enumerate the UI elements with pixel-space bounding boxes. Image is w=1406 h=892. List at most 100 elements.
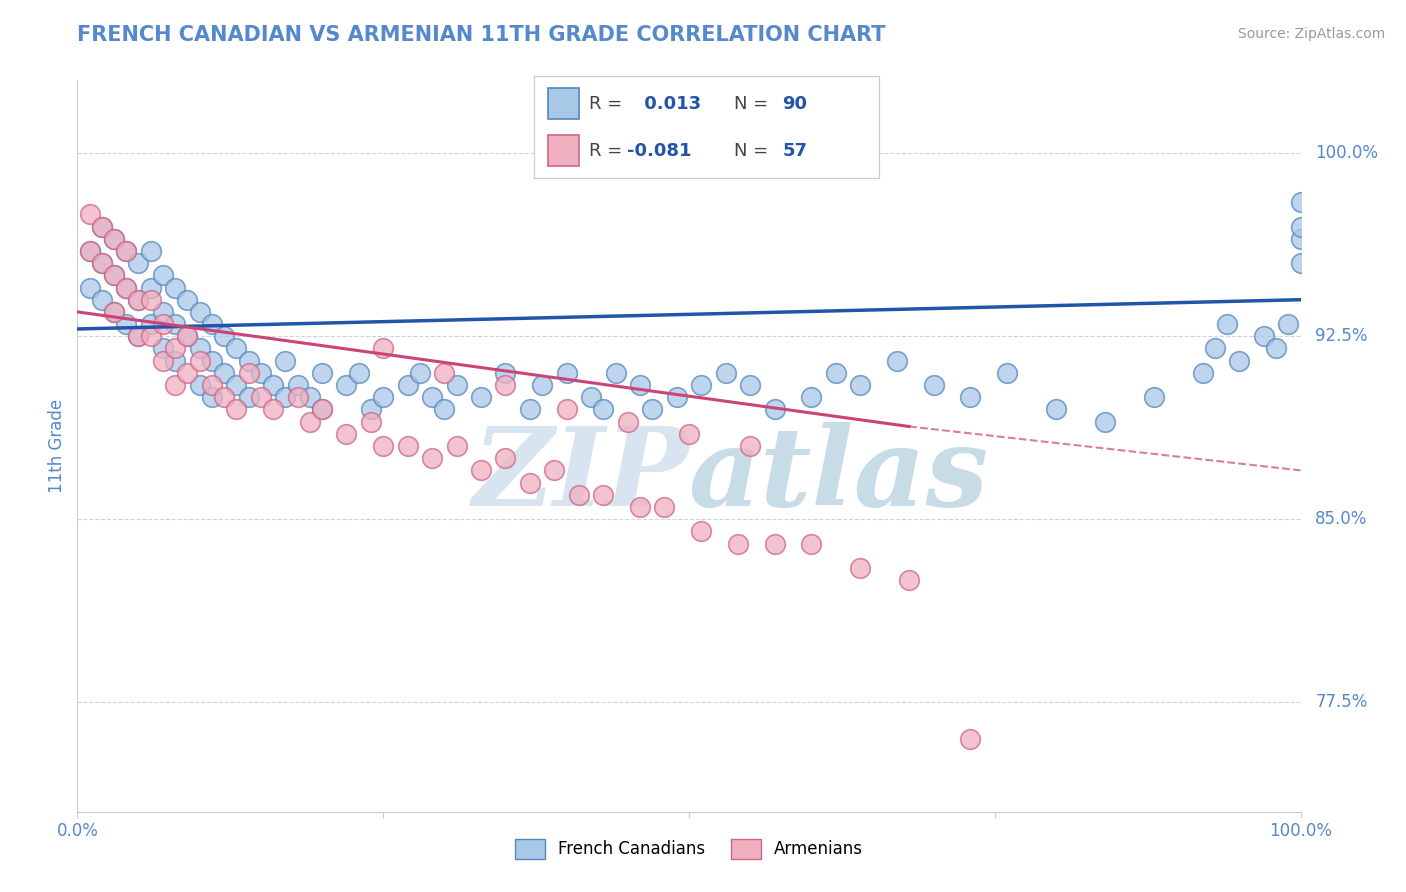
Text: 90: 90 xyxy=(782,95,807,112)
Point xyxy=(188,378,211,392)
Point xyxy=(555,402,578,417)
Point xyxy=(519,402,541,417)
Point xyxy=(1094,415,1116,429)
Point xyxy=(665,390,688,404)
Point xyxy=(335,426,357,441)
Point xyxy=(115,317,138,331)
Point xyxy=(212,366,235,380)
Point xyxy=(849,378,872,392)
Point xyxy=(165,353,187,368)
Point xyxy=(628,500,651,514)
Text: N =: N = xyxy=(734,95,768,112)
Point xyxy=(959,731,981,746)
Point xyxy=(79,280,101,294)
Point xyxy=(103,232,125,246)
Point xyxy=(1204,342,1226,356)
Point xyxy=(360,402,382,417)
Point xyxy=(543,463,565,477)
Point xyxy=(139,317,162,331)
Text: ZIP: ZIP xyxy=(472,422,689,529)
Point xyxy=(103,232,125,246)
Point xyxy=(298,415,321,429)
Point xyxy=(287,378,309,392)
FancyBboxPatch shape xyxy=(548,88,579,119)
Point xyxy=(127,329,149,343)
Point xyxy=(139,329,162,343)
Point xyxy=(470,463,492,477)
Point xyxy=(1265,342,1288,356)
Point xyxy=(90,293,112,307)
Point xyxy=(176,329,198,343)
Point xyxy=(727,536,749,550)
Point xyxy=(446,378,468,392)
Point xyxy=(592,488,614,502)
Point xyxy=(152,305,174,319)
Text: Source: ZipAtlas.com: Source: ZipAtlas.com xyxy=(1237,27,1385,41)
Point xyxy=(188,342,211,356)
Point xyxy=(371,439,394,453)
Point xyxy=(165,317,187,331)
Point xyxy=(396,439,419,453)
Point xyxy=(824,366,846,380)
Point xyxy=(201,317,224,331)
Point xyxy=(396,378,419,392)
Point xyxy=(1216,317,1239,331)
Point xyxy=(800,536,823,550)
Point xyxy=(115,280,138,294)
Text: 57: 57 xyxy=(782,142,807,160)
Point xyxy=(152,268,174,283)
Point xyxy=(605,366,627,380)
Point xyxy=(371,342,394,356)
Text: 92.5%: 92.5% xyxy=(1315,327,1368,345)
Point xyxy=(311,402,333,417)
Point xyxy=(347,366,370,380)
Point xyxy=(763,402,786,417)
Point xyxy=(311,366,333,380)
Point xyxy=(176,293,198,307)
Point xyxy=(250,366,273,380)
Point xyxy=(1191,366,1213,380)
Point xyxy=(238,353,260,368)
Point xyxy=(115,244,138,258)
Point xyxy=(898,573,921,587)
Point xyxy=(225,342,247,356)
Point xyxy=(495,451,517,466)
Point xyxy=(79,207,101,221)
Point xyxy=(90,219,112,234)
FancyBboxPatch shape xyxy=(548,136,579,166)
Text: atlas: atlas xyxy=(689,422,990,529)
Text: FRENCH CANADIAN VS ARMENIAN 11TH GRADE CORRELATION CHART: FRENCH CANADIAN VS ARMENIAN 11TH GRADE C… xyxy=(77,25,886,45)
Point xyxy=(188,353,211,368)
Point xyxy=(568,488,591,502)
Point xyxy=(495,378,517,392)
Text: N =: N = xyxy=(734,142,768,160)
Text: R =: R = xyxy=(589,142,623,160)
Point xyxy=(763,536,786,550)
Point xyxy=(127,293,149,307)
Point xyxy=(592,402,614,417)
Point xyxy=(555,366,578,380)
Point xyxy=(495,366,517,380)
Point xyxy=(519,475,541,490)
Point xyxy=(201,378,224,392)
Point xyxy=(1229,353,1251,368)
Point xyxy=(1143,390,1166,404)
Point xyxy=(103,268,125,283)
Text: 100.0%: 100.0% xyxy=(1315,145,1378,162)
Point xyxy=(225,402,247,417)
Point xyxy=(152,353,174,368)
Point xyxy=(420,451,443,466)
Point xyxy=(79,244,101,258)
Point xyxy=(90,256,112,270)
Point xyxy=(628,378,651,392)
Point xyxy=(371,390,394,404)
Point xyxy=(800,390,823,404)
Point xyxy=(103,305,125,319)
Point xyxy=(127,329,149,343)
Point xyxy=(274,353,297,368)
Point xyxy=(1253,329,1275,343)
Point xyxy=(470,390,492,404)
Point xyxy=(740,439,762,453)
Point xyxy=(274,390,297,404)
Text: 0.013: 0.013 xyxy=(638,95,700,112)
